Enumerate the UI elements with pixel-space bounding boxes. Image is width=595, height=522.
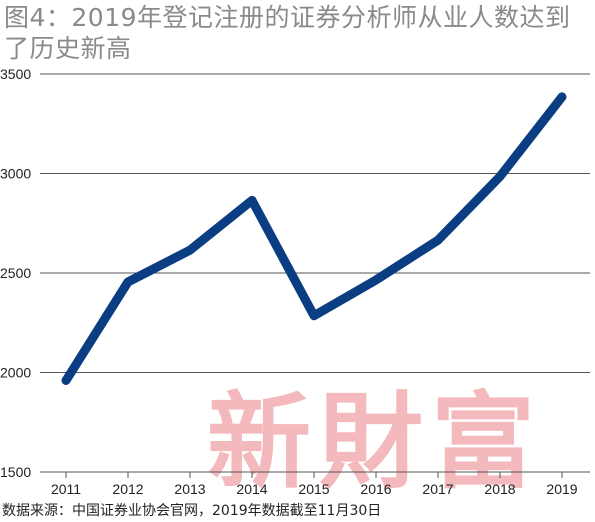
series-line (61, 92, 567, 385)
x-tick-label: 2014 (236, 481, 267, 497)
x-tick-label: 2013 (174, 481, 205, 497)
x-tick-label: 2018 (484, 481, 515, 497)
data-point (313, 314, 315, 317)
data-point (437, 239, 439, 242)
y-tick-label: 2500 (0, 265, 31, 281)
data-source-note: 数据来源：中国证券业协会官网，2019年数据截至11月30日 (2, 503, 382, 519)
chart-title: 图4：2019年登记注册的证券分析师从业人数达到了历史新高 (4, 3, 571, 63)
data-point (499, 175, 501, 178)
watermark-text: 新財富 (207, 380, 543, 503)
y-tick-label: 1500 (0, 464, 31, 480)
y-tick-label: 2000 (0, 365, 31, 381)
x-tick-label: 2019 (546, 481, 577, 497)
x-tick-label: 2012 (112, 481, 143, 497)
x-tick-label: 2011 (51, 481, 81, 497)
x-tick-label: 2017 (422, 481, 453, 497)
x-tick-label: 2015 (298, 481, 329, 497)
x-axis-ticks: 2011 2012 2013 2014 2015 2016 2017 2018 2019 (51, 472, 578, 497)
y-tick-label: 3500 (0, 66, 31, 82)
y-tick-label: 3000 (0, 166, 31, 182)
data-point (561, 95, 563, 98)
data-point (251, 199, 253, 202)
data-point (189, 249, 191, 252)
watermark-layer: 新財富 (207, 380, 543, 503)
data-point (127, 280, 129, 283)
data-point (65, 379, 67, 382)
data-point (375, 278, 377, 281)
x-tick-label: 2016 (360, 481, 391, 497)
series-layer (61, 92, 567, 385)
y-axis-ticks: 1500 2000 2500 3000 3500 (0, 66, 31, 480)
